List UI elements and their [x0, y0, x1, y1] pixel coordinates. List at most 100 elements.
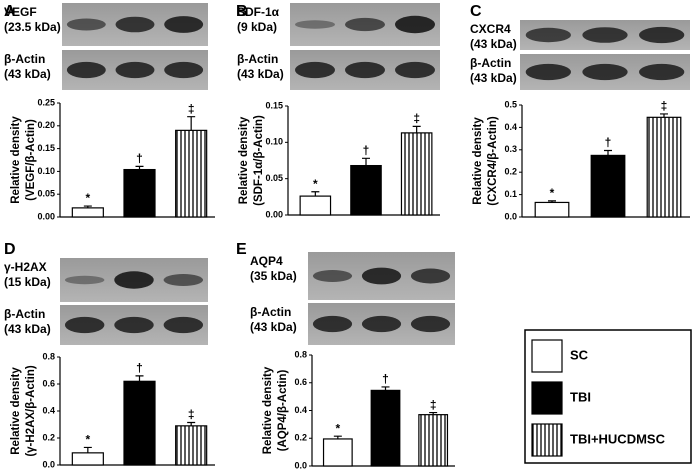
bar: [299, 195, 332, 216]
error-bar: [548, 200, 556, 203]
y-tick-label: 0.0: [504, 211, 517, 221]
y-tick-label: 0.00: [265, 209, 283, 219]
significance-marker: *: [313, 177, 318, 191]
blot-label: (35 kDa): [250, 269, 297, 283]
y-tick-label: 0.0: [42, 459, 55, 469]
bar: [590, 154, 626, 218]
error-bar: [187, 116, 196, 131]
y-tick-label: 0.3: [504, 144, 517, 154]
bar: [71, 452, 104, 466]
legend-swatch: [531, 339, 563, 373]
blot-band: [582, 27, 628, 43]
blot-label: VEGF: [4, 5, 37, 19]
blot-label: (15 kDa): [4, 275, 51, 289]
y-axis-label: (VEGF/β-Actin): [25, 119, 37, 201]
blot-band: [410, 315, 451, 333]
bar: [646, 116, 682, 218]
y-tick-label: 0.8: [42, 351, 55, 361]
error-bar: [660, 113, 668, 118]
significance-marker: ‡: [188, 408, 195, 422]
blot-band: [395, 15, 435, 34]
error-bar: [311, 191, 320, 197]
bar: [322, 438, 353, 467]
bar: [175, 425, 208, 466]
blot-label: (43 kDa): [4, 67, 51, 81]
blot-band: [361, 267, 402, 285]
y-axis-label: Relative density: [10, 116, 22, 204]
panel-label: B: [236, 3, 248, 20]
blot-band: [164, 16, 204, 33]
y-tick-label: 0.2: [504, 167, 517, 177]
y-axis-label: (γ-H2AX/β-Actin): [25, 365, 37, 457]
significance-marker: ‡: [188, 102, 195, 116]
blot-label: β-Actin: [250, 305, 291, 319]
blot-band: [582, 63, 628, 81]
blot-label: (9 kDa): [237, 20, 277, 34]
blot-band: [66, 61, 106, 79]
legend-swatch: [531, 423, 563, 457]
y-tick-label: 0.5: [504, 99, 517, 109]
legend-label: SC: [570, 347, 589, 362]
error-bar: [187, 421, 196, 426]
blot-label: SDF-1α: [237, 5, 280, 19]
blot-band: [64, 275, 105, 285]
y-axis-label: (AQP4/β-Actin): [277, 369, 289, 451]
bar: [123, 380, 156, 466]
blot-label: (43 kDa): [470, 71, 517, 85]
y-tick-label: 0.4: [294, 405, 307, 415]
bar: [71, 207, 104, 218]
significance-marker: †: [136, 361, 143, 375]
error-bar: [135, 165, 144, 170]
blot-band: [295, 20, 335, 29]
y-tick-label: 0.2: [294, 433, 307, 443]
blot-band: [395, 61, 435, 79]
blot-label: CXCR4: [470, 22, 511, 36]
blot-label: γ-H2AX: [4, 260, 47, 274]
blot-band: [410, 268, 451, 284]
y-axis-label: (CXCR4/β-Actin): [487, 116, 499, 206]
y-tick-label: 0.6: [42, 378, 55, 388]
blot-band: [361, 315, 402, 333]
blot-band: [115, 16, 155, 33]
y-tick-label: 0.1: [504, 189, 517, 199]
panel-label: E: [236, 241, 247, 258]
blot-label: (43 kDa): [470, 37, 517, 51]
blot-band: [163, 274, 204, 286]
y-tick-label: 0.20: [37, 120, 55, 130]
blot-band: [114, 271, 154, 289]
bar: [418, 414, 449, 467]
blot-band: [64, 316, 105, 334]
legend-label: TBI+HUCDMSC: [570, 431, 666, 446]
y-tick-label: 0.2: [42, 432, 55, 442]
blot-band: [639, 26, 685, 44]
bar: [370, 389, 401, 467]
blot-label: β-Actin: [470, 56, 511, 70]
bar: [175, 129, 208, 218]
significance-marker: ‡: [413, 112, 420, 126]
y-tick-label: 0.00: [37, 211, 55, 221]
y-axis-label: Relative density: [238, 116, 250, 204]
y-tick-label: 0.05: [37, 189, 55, 199]
significance-marker: ‡: [430, 398, 437, 412]
blot-label: AQP4: [250, 254, 283, 268]
blot-band: [312, 270, 353, 282]
panel-label: D: [4, 241, 16, 258]
legend-label: TBI: [570, 389, 591, 404]
blot-band: [345, 17, 385, 32]
y-tick-label: 0.4: [42, 405, 55, 415]
blot-label: (43 kDa): [250, 320, 297, 334]
error-bar: [429, 411, 438, 415]
legend-swatch: [531, 381, 563, 415]
blot-band: [66, 18, 106, 31]
significance-marker: †: [605, 136, 612, 150]
y-tick-label: 0.10: [37, 166, 55, 176]
significance-marker: *: [85, 433, 90, 447]
error-bar: [381, 386, 390, 391]
blot-band: [525, 27, 571, 43]
y-tick-label: 0.25: [37, 97, 55, 107]
error-bar: [412, 125, 421, 133]
blot-band: [164, 61, 204, 79]
y-tick-label: 0.10: [265, 137, 283, 147]
blot-band: [295, 61, 335, 79]
y-tick-label: 0.0: [294, 460, 307, 470]
